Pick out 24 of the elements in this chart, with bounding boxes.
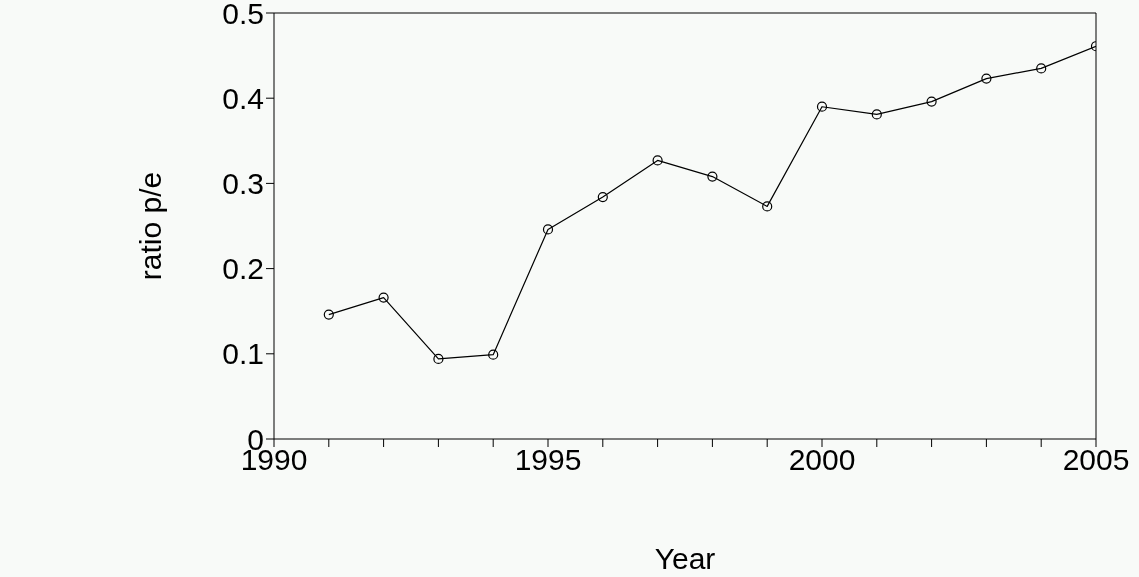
y-axis-title: ratio p/e bbox=[133, 171, 167, 281]
point bbox=[816, 101, 828, 112]
x-axis-title: Year bbox=[654, 542, 716, 575]
y-tick-label: 0.3 bbox=[222, 167, 264, 201]
y-tick-label: 0.2 bbox=[222, 252, 264, 286]
x-tick-label: 1995 bbox=[514, 443, 582, 477]
point bbox=[981, 73, 992, 84]
x-tick-label: 2005 bbox=[1062, 443, 1130, 477]
point bbox=[433, 353, 444, 365]
point bbox=[542, 224, 554, 235]
y-tick-label: 0.1 bbox=[222, 337, 264, 371]
point bbox=[488, 349, 499, 360]
point bbox=[378, 292, 389, 303]
point bbox=[597, 191, 608, 203]
point bbox=[762, 201, 773, 212]
point bbox=[652, 155, 663, 166]
x-tick-label: 2000 bbox=[788, 443, 856, 477]
point bbox=[926, 96, 937, 107]
y-tick-label: 0.5 bbox=[222, 0, 264, 30]
point bbox=[1036, 63, 1047, 74]
point bbox=[707, 171, 718, 182]
point bbox=[323, 309, 334, 320]
y-tick-label: 0.4 bbox=[222, 81, 264, 115]
point bbox=[871, 109, 882, 120]
